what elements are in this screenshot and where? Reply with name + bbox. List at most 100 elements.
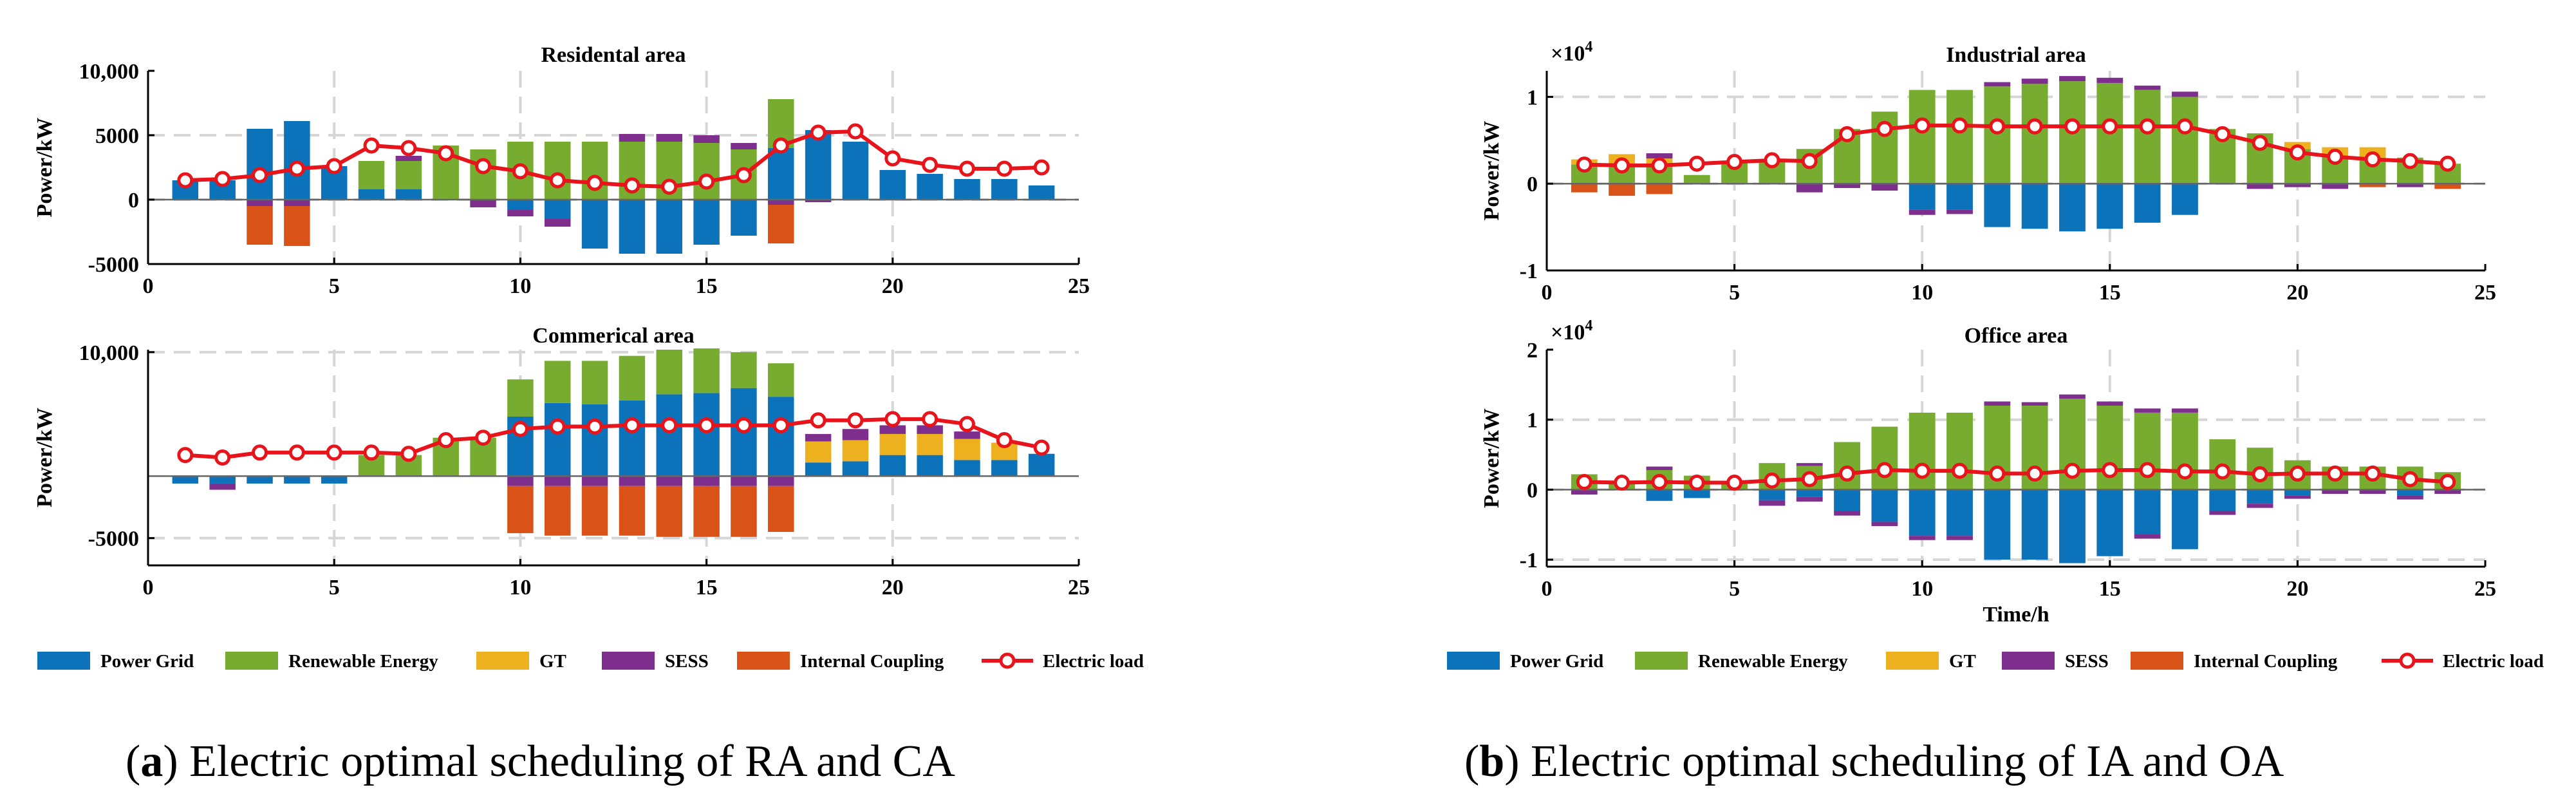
load-marker <box>1764 152 1780 169</box>
load-marker <box>1839 126 1856 142</box>
bar-ren <box>2134 90 2161 184</box>
bar-sess <box>2021 79 2048 84</box>
bar-sess <box>2172 408 2198 413</box>
load-marker <box>1726 154 1743 171</box>
load-marker <box>698 173 715 190</box>
legend-label: Internal Coupling <box>800 651 944 672</box>
bar-sess <box>805 200 832 202</box>
bar-grid <box>544 402 571 477</box>
bar-grid <box>507 200 534 210</box>
legend-marker-load <box>2399 652 2416 669</box>
bar-grid <box>2096 184 2123 229</box>
load-marker <box>698 417 715 433</box>
load-line <box>185 129 1042 189</box>
load-marker <box>958 160 975 177</box>
legend-label: Internal Coupling <box>2194 651 2338 672</box>
bar-ic <box>2359 184 2386 187</box>
x-tick-label: 0 <box>143 274 154 298</box>
bar-sess <box>954 431 980 439</box>
legend-right: Power Grid Renewable Energy GT SESS Internal… <box>1447 651 2544 672</box>
bar-sess <box>768 476 794 486</box>
x-tick-label: 15 <box>696 576 718 600</box>
bar-grid <box>991 179 1018 200</box>
x-tick-label: 10 <box>1911 577 1933 601</box>
bar-grid <box>805 462 832 477</box>
bar-ic <box>284 206 310 246</box>
exponent-power: 4 <box>1585 39 1592 55</box>
bar-sess <box>2246 504 2273 508</box>
bar-sess <box>2021 402 2048 406</box>
load-marker <box>1914 462 1930 479</box>
load-marker <box>1989 465 2006 482</box>
load-marker <box>2214 463 2231 480</box>
bar-grid <box>1909 184 1936 210</box>
x-tick-label: 25 <box>1068 274 1090 298</box>
bar-sess <box>1946 536 1973 540</box>
bar-ic <box>768 486 794 533</box>
load-marker <box>810 124 826 141</box>
load-marker <box>326 444 342 461</box>
bar-sess <box>1759 500 1786 506</box>
load-marker <box>1033 159 1050 176</box>
load-marker <box>884 150 901 167</box>
y-tick-label: 10,000 <box>79 341 140 365</box>
bar-ren <box>1871 426 1898 490</box>
chart-title: Office area <box>1965 324 2068 348</box>
load-marker <box>2440 155 2456 172</box>
load-marker <box>2252 466 2268 483</box>
load-marker <box>2327 148 2344 165</box>
bar-gt <box>879 433 906 455</box>
load-marker <box>1952 462 1968 479</box>
load-marker <box>586 175 603 191</box>
bar-grid <box>247 476 273 484</box>
x-tick-label: 0 <box>1542 281 1553 305</box>
bar-grid <box>2059 489 2086 563</box>
load-marker <box>2289 144 2306 161</box>
load-marker <box>2026 118 2043 135</box>
bar-grid <box>768 148 794 200</box>
load-marker <box>2064 118 2080 135</box>
bar-grid <box>284 476 310 484</box>
bar-sess <box>395 156 422 161</box>
y-tick-label: -1 <box>1520 549 1538 572</box>
bar-gt <box>954 439 980 460</box>
load-marker <box>810 412 826 429</box>
load-marker <box>996 160 1013 177</box>
bar-sess <box>2134 534 2161 539</box>
y-tick-label: 1 <box>1527 409 1538 433</box>
load-line <box>185 417 1042 460</box>
bar-ic <box>247 206 273 245</box>
bar-grid <box>2059 184 2086 232</box>
bar-sess <box>1834 511 1860 516</box>
x-tick-label: 25 <box>1068 576 1090 600</box>
bar-gt <box>842 440 869 462</box>
bar-grid <box>731 200 757 236</box>
load-marker <box>214 171 231 187</box>
bar-sess <box>2284 495 2311 499</box>
x-tick-label: 10 <box>509 576 531 600</box>
bar-sess <box>656 476 683 486</box>
bar-grid <box>544 200 571 219</box>
y-tick-label: 5000 <box>95 124 139 148</box>
legend-label: Power Grid <box>100 651 194 672</box>
bar-sess <box>2209 511 2236 515</box>
load-marker <box>1576 473 1592 490</box>
bar-grid <box>2172 184 2198 215</box>
load-marker <box>922 156 938 173</box>
bar-grid <box>1646 489 1673 501</box>
load-marker <box>1876 120 1893 137</box>
bar-grid <box>879 170 906 200</box>
y-axis-label: Power/kW <box>33 118 57 218</box>
bar-grid <box>619 200 646 254</box>
load-marker <box>1839 465 1856 482</box>
bar-sess <box>731 143 757 149</box>
bar-ren <box>2172 97 2198 184</box>
bar-ren <box>768 363 794 397</box>
load-marker <box>2176 463 2193 480</box>
bar-ren <box>619 355 646 401</box>
bar-sess <box>507 476 534 486</box>
chart-title: Residental area <box>541 43 686 67</box>
bar-grid <box>1834 489 1860 511</box>
